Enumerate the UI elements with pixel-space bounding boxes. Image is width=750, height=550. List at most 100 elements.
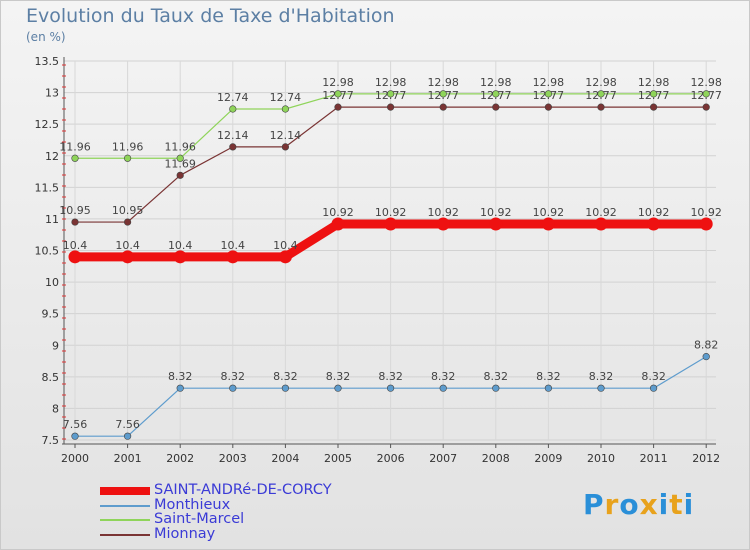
point-monthieux-11	[649, 384, 658, 392]
data-label-saint-andr-de-corcy-0: 10.4	[63, 239, 88, 252]
point-mionnay-10	[597, 103, 605, 111]
data-label-saint-marcel-2: 11.96	[164, 140, 196, 153]
point-monthieux-4	[281, 384, 290, 392]
legend-swatch-saint-marcel	[100, 519, 150, 522]
point-mionnay-5	[334, 103, 342, 111]
point-monthieux-0	[71, 432, 79, 440]
y-tick-label-8: 11.5	[35, 181, 60, 194]
data-label-saint-marcel-6: 12.98	[375, 76, 407, 89]
data-label-saint-andr-de-corcy-6: 10.92	[375, 206, 407, 219]
data-label-saint-andr-de-corcy-3: 10.4	[221, 239, 246, 252]
point-mionnay-9	[544, 103, 553, 111]
data-label-monthieux-8: 8.32	[484, 370, 509, 383]
point-saint-marcel-11	[649, 90, 658, 98]
data-label-monthieux-4: 8.32	[273, 370, 298, 383]
x-tick-label-7: 2007	[429, 452, 457, 465]
data-label-saint-marcel-1: 11.96	[112, 140, 144, 153]
y-tick-label-7: 11	[45, 213, 59, 226]
point-mionnay-1	[123, 218, 132, 226]
data-label-saint-marcel-3: 12.74	[217, 91, 249, 104]
chart-unit: (en %)	[26, 30, 66, 44]
data-label-monthieux-6: 8.32	[378, 370, 403, 383]
point-monthieux-6	[387, 384, 395, 392]
x-tick-label-4: 2004	[271, 452, 299, 465]
point-monthieux-5	[334, 384, 342, 392]
y-tick-label-9: 12	[45, 150, 59, 163]
data-label-saint-marcel-7: 12.98	[427, 76, 459, 89]
data-label-mionnay-9: 12.77	[533, 89, 565, 102]
point-saint-andr-de-corcy-9	[541, 217, 555, 231]
y-tick-label-1: 8	[52, 402, 59, 415]
line-chart: 7.5 8 8.5 9 9.5 10 10.5 11 11.5 12 12.5 13 13.5 2000 2…	[35, 55, 722, 465]
x-tick-label-2: 2002	[166, 452, 194, 465]
data-label-saint-marcel-10: 12.98	[585, 76, 617, 89]
y-tick-label-0: 7.5	[42, 434, 60, 447]
point-saint-andr-de-corcy-1	[121, 250, 135, 264]
data-label-monthieux-9: 8.32	[536, 370, 561, 383]
logo-letter-1: r	[604, 488, 620, 521]
y-tick-label-3: 9	[52, 339, 59, 352]
y-tick-label-6: 10.5	[35, 245, 60, 258]
data-label-saint-andr-de-corcy-12: 10.92	[690, 206, 722, 219]
data-label-monthieux-2: 8.32	[168, 370, 193, 383]
point-mionnay-8	[492, 103, 500, 111]
x-tick-label-10: 2010	[587, 452, 615, 465]
point-saint-marcel-2	[176, 154, 184, 162]
data-label-saint-andr-de-corcy-2: 10.4	[168, 239, 193, 252]
logo-letter-6: i	[683, 488, 695, 521]
point-saint-andr-de-corcy-8	[489, 217, 503, 231]
point-mionnay-12	[702, 103, 710, 111]
point-saint-andr-de-corcy-12	[699, 217, 713, 231]
point-mionnay-2	[176, 171, 184, 179]
point-mionnay-7	[439, 103, 447, 111]
point-saint-marcel-6	[387, 90, 395, 98]
point-saint-andr-de-corcy-5	[331, 217, 345, 231]
point-saint-marcel-12	[702, 90, 710, 98]
point-saint-marcel-0	[71, 154, 79, 162]
data-label-monthieux-11: 8.32	[641, 370, 666, 383]
logo-letter-2: o	[619, 488, 640, 521]
point-saint-marcel-5	[334, 90, 342, 98]
logo-letter-5: t	[669, 488, 684, 521]
point-saint-andr-de-corcy-7	[436, 217, 450, 231]
point-mionnay-6	[387, 103, 395, 111]
point-mionnay-3	[229, 143, 237, 151]
data-label-mionnay-5: 12.77	[322, 89, 354, 102]
data-label-saint-andr-de-corcy-4: 10.4	[273, 239, 298, 252]
legend-swatch-monthieux	[100, 504, 150, 507]
data-label-mionnay-1: 10.95	[112, 204, 144, 217]
data-label-saint-marcel-8: 12.98	[480, 76, 512, 89]
logo-letter-4: i	[658, 488, 670, 521]
legend-label-saint-andre: SAINT-ANDRé-DE-CORCY	[154, 482, 332, 498]
data-label-monthieux-7: 8.32	[431, 370, 456, 383]
point-monthieux-3	[229, 384, 237, 392]
data-label-saint-marcel-0: 11.96	[59, 140, 91, 153]
point-monthieux-8	[492, 384, 500, 392]
data-label-monthieux-3: 8.32	[221, 370, 246, 383]
legend-swatch-saint-andre	[100, 487, 150, 496]
point-saint-andr-de-corcy-3	[226, 250, 240, 264]
point-saint-andr-de-corcy-10	[594, 217, 608, 231]
x-tick-label-0: 2000	[61, 452, 89, 465]
point-monthieux-10	[597, 384, 605, 392]
y-tick-label-2: 8.5	[42, 371, 60, 384]
point-saint-marcel-8	[492, 90, 500, 98]
data-label-mionnay-4: 12.14	[270, 129, 302, 142]
data-label-mionnay-11: 12.77	[638, 89, 670, 102]
data-label-mionnay-12: 12.77	[690, 89, 722, 102]
point-monthieux-1	[123, 432, 132, 440]
data-label-saint-marcel-4: 12.74	[270, 91, 302, 104]
x-tick-label-3: 2003	[219, 452, 247, 465]
point-saint-marcel-9	[544, 90, 553, 98]
data-label-monthieux-0: 7.56	[63, 418, 88, 431]
point-saint-andr-de-corcy-2	[173, 250, 187, 264]
point-monthieux-7	[439, 384, 447, 392]
point-saint-marcel-4	[281, 105, 290, 113]
point-monthieux-9	[544, 384, 553, 392]
data-label-mionnay-6: 12.77	[375, 89, 407, 102]
data-label-mionnay-7: 12.77	[427, 89, 459, 102]
x-tick-label-9: 2009	[534, 452, 562, 465]
data-label-saint-marcel-12: 12.98	[690, 76, 722, 89]
data-label-saint-marcel-11: 12.98	[638, 76, 670, 89]
